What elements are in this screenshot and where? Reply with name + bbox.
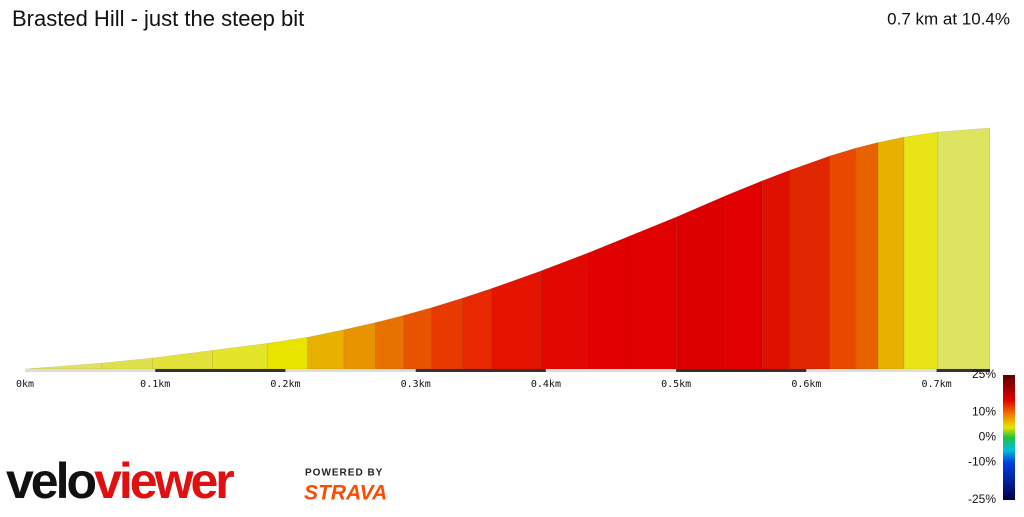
gradient-segment	[490, 270, 542, 370]
gradient-segment	[877, 136, 905, 370]
gradient-segment	[152, 350, 213, 370]
gradient-segment	[761, 169, 790, 370]
strava-logo: STRAVA	[304, 482, 387, 505]
powered-by: POWERED BY	[305, 468, 383, 479]
colorbar	[1003, 375, 1015, 500]
gradient-segment	[675, 195, 726, 370]
gradient-segment	[266, 336, 308, 370]
axis-band	[806, 369, 937, 372]
gradient-segment	[307, 329, 345, 370]
axis-band	[676, 369, 807, 372]
chart-title: Brasted Hill - just the steep bit	[12, 6, 304, 31]
axis-band	[285, 369, 416, 372]
gradient-segment	[403, 307, 432, 370]
logo-velo: velo	[6, 453, 96, 509]
gradient-segment	[627, 216, 677, 370]
colorbar-tick-label: 0%	[979, 430, 997, 444]
x-tick-label: 0.7km	[922, 379, 952, 390]
gradient-segment	[829, 147, 857, 370]
gradient-segment	[540, 252, 588, 370]
x-tick-label: 0.6km	[791, 379, 821, 390]
axis-band	[545, 369, 677, 372]
colorbar-tick-label: -25%	[968, 492, 996, 506]
x-tick-label: 0.4km	[531, 379, 561, 390]
gradient-segment	[375, 314, 405, 370]
axis-band	[415, 369, 546, 372]
gradient-segment	[431, 297, 463, 370]
colorbar-tick-label: -10%	[968, 455, 996, 469]
colorbar-tick-label: 10%	[972, 405, 996, 419]
gradient-segment	[462, 288, 492, 370]
x-tick-label: 0.5km	[661, 379, 691, 390]
axis-band	[936, 369, 990, 372]
x-tick-label: 0.1km	[140, 379, 170, 390]
gradient-segment	[343, 322, 376, 370]
x-tick-label: 0.3km	[401, 379, 431, 390]
logo-viewer: viewer	[94, 453, 234, 509]
axis-band	[25, 369, 156, 372]
gradient-segment	[212, 343, 268, 370]
axis-band	[155, 369, 286, 372]
gradient-segment	[789, 155, 831, 370]
logo: veloviewer	[6, 453, 234, 509]
gradient-segment	[101, 357, 153, 370]
gradient-segment	[725, 180, 763, 370]
x-tick-label: 0.2km	[270, 379, 300, 390]
gradient-segment	[937, 127, 991, 370]
chart-subtitle: 0.7 km at 10.4%	[887, 9, 1010, 28]
gradient-segment	[24, 362, 103, 370]
x-tick-label: 0km	[16, 379, 34, 390]
colorbar-tick-label: 25%	[972, 367, 996, 381]
gradient-segment	[855, 142, 879, 370]
gradient-segment	[587, 236, 629, 370]
gradient-segment	[903, 131, 939, 370]
